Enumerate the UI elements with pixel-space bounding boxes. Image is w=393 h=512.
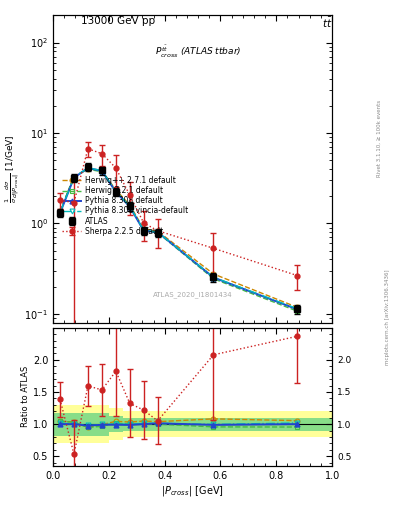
Herwig 7.2.1 default xyxy=(127,203,132,209)
Pythia 8.308 vincia-default xyxy=(114,188,118,195)
Bar xyxy=(165,411,263,437)
Herwig 7.2.1 default xyxy=(72,174,76,180)
Bar xyxy=(53,405,67,443)
Line: Pythia 8.308 vincia-default: Pythia 8.308 vincia-default xyxy=(58,165,299,311)
Herwig++ 2.7.1 default xyxy=(114,187,118,193)
Bar xyxy=(109,408,123,440)
Herwig++ 2.7.1 default xyxy=(295,304,299,310)
Herwig++ 2.7.1 default xyxy=(155,228,160,234)
Text: $P_{cross}^{t\bar{t}}$ (ATLAS ttbar): $P_{cross}^{t\bar{t}}$ (ATLAS ttbar) xyxy=(155,44,241,60)
Pythia 8.308 default xyxy=(72,175,76,181)
Line: Herwig 7.2.1 default: Herwig 7.2.1 default xyxy=(58,167,299,313)
Text: mcplots.cern.ch [arXiv:1306.3436]: mcplots.cern.ch [arXiv:1306.3436] xyxy=(385,270,389,365)
Bar xyxy=(81,405,95,443)
Bar xyxy=(123,411,137,437)
Text: $t\bar{t}$: $t\bar{t}$ xyxy=(321,16,332,31)
Herwig++ 2.7.1 default xyxy=(72,174,76,180)
Herwig 7.2.1 default xyxy=(141,228,146,234)
Bar xyxy=(81,413,95,436)
Bar xyxy=(165,418,263,431)
Text: ATLAS_2020_I1801434: ATLAS_2020_I1801434 xyxy=(153,291,232,298)
Bar xyxy=(53,413,67,436)
X-axis label: $|P_{cross}|$ [GeV]: $|P_{cross}|$ [GeV] xyxy=(161,483,224,498)
Pythia 8.308 vincia-default xyxy=(86,165,90,171)
Herwig 7.2.1 default xyxy=(295,308,299,314)
Pythia 8.308 vincia-default xyxy=(295,306,299,312)
Herwig++ 2.7.1 default xyxy=(86,166,90,172)
Herwig++ 2.7.1 default xyxy=(99,168,104,174)
Line: Pythia 8.308 default: Pythia 8.308 default xyxy=(58,165,299,312)
Herwig 7.2.1 default xyxy=(155,229,160,236)
Bar xyxy=(95,413,109,436)
Pythia 8.308 default xyxy=(141,228,146,234)
Pythia 8.308 vincia-default xyxy=(72,175,76,181)
Herwig 7.2.1 default xyxy=(86,166,90,172)
Herwig++ 2.7.1 default xyxy=(127,202,132,208)
Bar xyxy=(109,416,123,432)
Herwig++ 2.7.1 default xyxy=(141,226,146,232)
Bar xyxy=(151,418,165,431)
Pythia 8.308 vincia-default xyxy=(127,203,132,209)
Bar xyxy=(137,411,151,437)
Pythia 8.308 vincia-default xyxy=(211,274,216,280)
Legend: Herwig++ 2.7.1 default, Herwig 7.2.1 default, Pythia 8.308 default, Pythia 8.308: Herwig++ 2.7.1 default, Herwig 7.2.1 def… xyxy=(61,175,189,237)
Pythia 8.308 default xyxy=(86,165,90,171)
Pythia 8.308 vincia-default xyxy=(141,227,146,233)
Pythia 8.308 vincia-default xyxy=(58,209,62,216)
Bar xyxy=(123,418,137,431)
Pythia 8.308 default xyxy=(155,229,160,235)
Pythia 8.308 default xyxy=(58,210,62,216)
Pythia 8.308 vincia-default xyxy=(155,229,160,235)
Pythia 8.308 default xyxy=(211,274,216,281)
Line: Herwig++ 2.7.1 default: Herwig++ 2.7.1 default xyxy=(58,167,299,310)
Herwig 7.2.1 default xyxy=(99,169,104,175)
Herwig++ 2.7.1 default xyxy=(211,271,216,277)
Y-axis label: Ratio to ATLAS: Ratio to ATLAS xyxy=(21,366,30,428)
Text: 13000 GeV pp: 13000 GeV pp xyxy=(81,16,155,27)
Text: Rivet 3.1.10, ≥ 100k events: Rivet 3.1.10, ≥ 100k events xyxy=(377,100,382,177)
Pythia 8.308 default xyxy=(99,168,104,174)
Bar xyxy=(263,411,332,437)
Bar xyxy=(137,418,151,431)
Pythia 8.308 vincia-default xyxy=(99,167,104,174)
Herwig 7.2.1 default xyxy=(114,188,118,194)
Bar xyxy=(67,405,81,443)
Y-axis label: $\frac{1}{\sigma}\frac{d\sigma}{d|P_{cross}|}$ [1/GeV]: $\frac{1}{\sigma}\frac{d\sigma}{d|P_{cro… xyxy=(4,135,22,203)
Bar xyxy=(263,418,332,431)
Herwig 7.2.1 default xyxy=(211,275,216,282)
Bar xyxy=(151,411,165,437)
Pythia 8.308 default xyxy=(127,204,132,210)
Herwig 7.2.1 default xyxy=(58,208,62,215)
Bar xyxy=(95,405,109,443)
Pythia 8.308 default xyxy=(295,306,299,312)
Bar xyxy=(67,413,81,436)
Herwig++ 2.7.1 default xyxy=(58,208,62,215)
Pythia 8.308 default xyxy=(114,189,118,195)
